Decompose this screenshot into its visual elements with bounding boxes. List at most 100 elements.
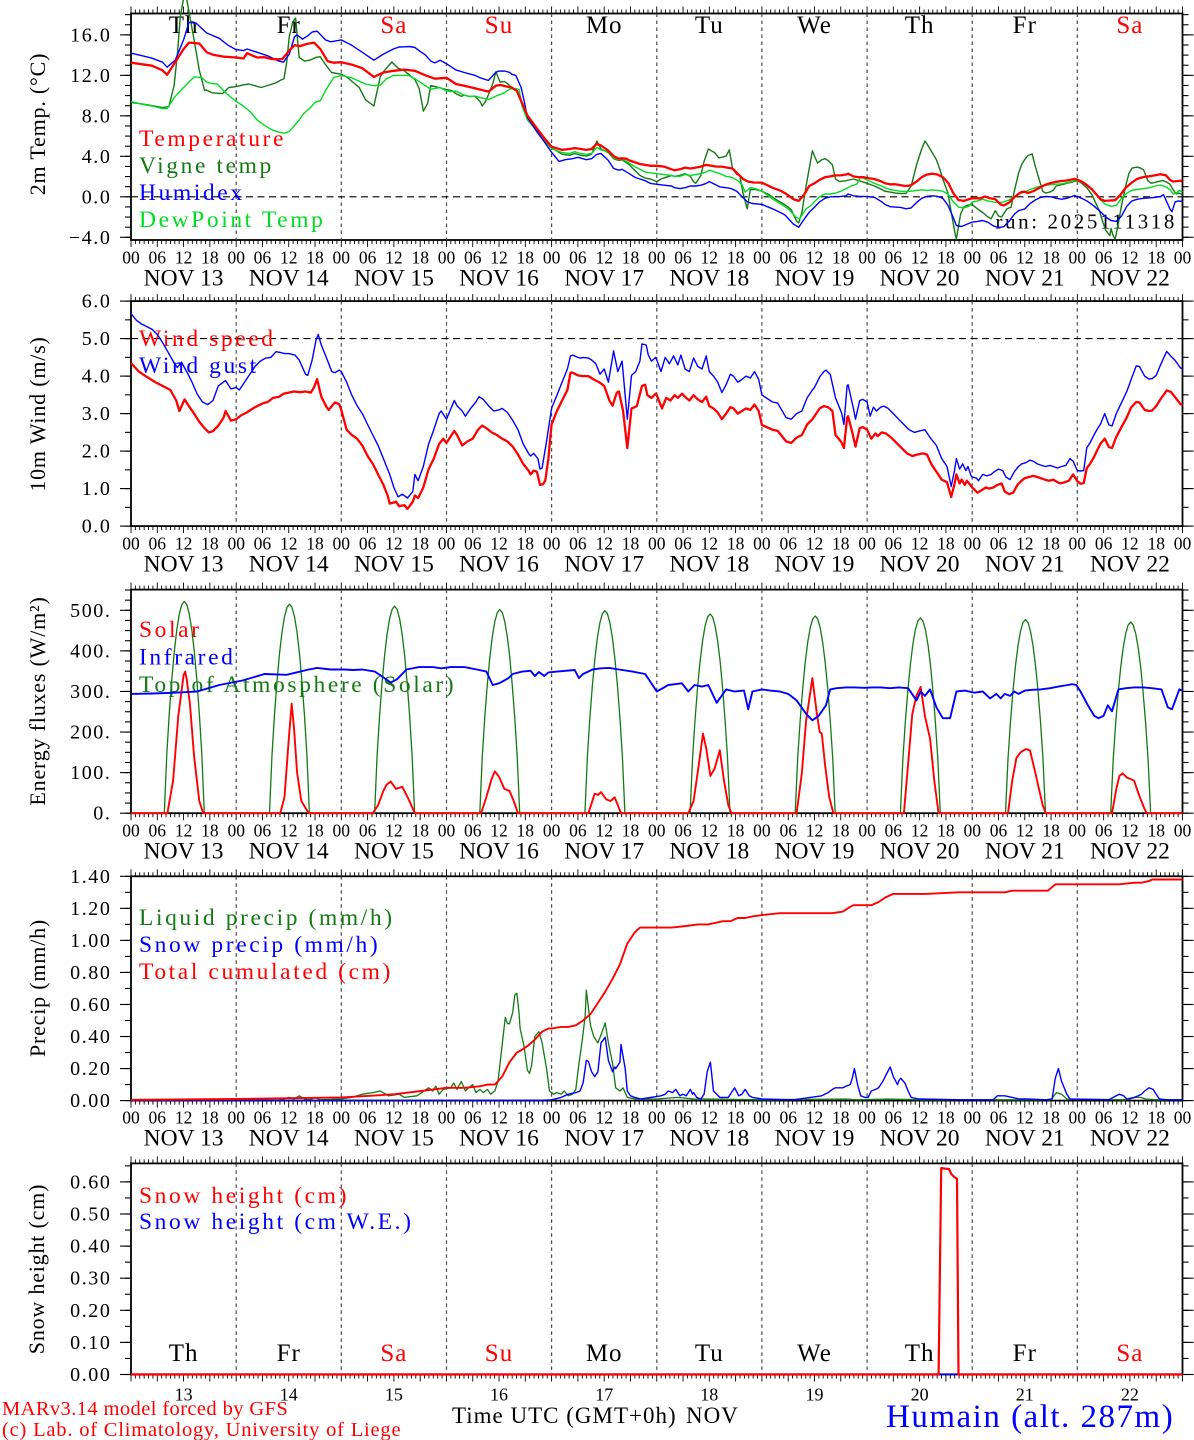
svg-text:NOV 18: NOV 18 (669, 839, 749, 865)
svg-text:00: 00 (122, 1108, 140, 1128)
svg-text:06: 06 (254, 1108, 272, 1128)
svg-text:1.40: 1.40 (70, 866, 111, 888)
svg-text:Temperature: Temperature (139, 126, 286, 152)
svg-text:MARv3.14 model forced by GFS: MARv3.14 model forced by GFS (2, 1398, 288, 1420)
svg-text:400.: 400. (70, 640, 111, 662)
svg-text:06: 06 (779, 248, 797, 268)
svg-text:12: 12 (490, 1108, 508, 1128)
svg-text:00: 00 (648, 1108, 666, 1128)
svg-text:06: 06 (990, 534, 1008, 554)
svg-text:18: 18 (832, 248, 850, 268)
svg-text:12: 12 (701, 248, 719, 268)
svg-text:06: 06 (674, 821, 692, 841)
svg-text:06: 06 (254, 248, 272, 268)
svg-text:0.40: 0.40 (70, 1026, 111, 1048)
svg-text:00: 00 (858, 1108, 876, 1128)
svg-text:00: 00 (858, 248, 876, 268)
svg-text:18: 18 (622, 821, 640, 841)
svg-text:06: 06 (674, 534, 692, 554)
svg-text:Humidex: Humidex (139, 180, 245, 206)
svg-text:2m Temp. (°C): 2m Temp. (°C) (25, 53, 50, 196)
svg-text:NOV 21: NOV 21 (985, 552, 1065, 578)
svg-text:21: 21 (1016, 1385, 1034, 1405)
svg-text:(c) Lab. of Climatology, Unive: (c) Lab. of Climatology, University of L… (2, 1419, 401, 1440)
svg-text:12: 12 (595, 248, 613, 268)
svg-text:Snow height (cm): Snow height (cm) (139, 1183, 349, 1209)
svg-text:12: 12 (175, 821, 193, 841)
svg-text:NOV 16: NOV 16 (459, 552, 539, 578)
svg-text:18: 18 (937, 534, 955, 554)
svg-text:06: 06 (674, 248, 692, 268)
svg-text:18: 18 (727, 1108, 745, 1128)
svg-text:22: 22 (1121, 1385, 1139, 1405)
svg-text:06: 06 (779, 534, 797, 554)
svg-text:NOV 16: NOV 16 (459, 1126, 539, 1152)
svg-text:06: 06 (359, 821, 377, 841)
svg-text:00: 00 (438, 248, 456, 268)
svg-text:00: 00 (333, 248, 351, 268)
svg-text:Th: Th (169, 12, 199, 39)
svg-text:18: 18 (937, 821, 955, 841)
svg-text:12: 12 (1121, 821, 1139, 841)
svg-text:NOV 21: NOV 21 (985, 266, 1065, 292)
svg-text:18: 18 (1042, 534, 1060, 554)
svg-text:NOV 21: NOV 21 (985, 839, 1065, 865)
svg-text:NOV 22: NOV 22 (1090, 1126, 1170, 1152)
svg-text:NOV 14: NOV 14 (249, 266, 329, 292)
svg-text:Mo: Mo (586, 1340, 623, 1367)
svg-text:00: 00 (543, 1108, 561, 1128)
svg-text:12: 12 (701, 534, 719, 554)
svg-text:18: 18 (622, 248, 640, 268)
svg-text:Humain (alt. 287m): Humain (alt. 287m) (886, 1399, 1174, 1435)
svg-text:12: 12 (175, 534, 193, 554)
svg-text:0.20: 0.20 (70, 1058, 111, 1080)
svg-text:NOV 22: NOV 22 (1090, 552, 1170, 578)
svg-text:Th: Th (169, 1340, 199, 1367)
svg-text:12: 12 (1016, 1108, 1034, 1128)
svg-text:18: 18 (1042, 821, 1060, 841)
svg-text:NOV 13: NOV 13 (144, 266, 224, 292)
svg-text:1.00: 1.00 (70, 930, 111, 952)
svg-text:06: 06 (779, 821, 797, 841)
svg-text:18: 18 (727, 248, 745, 268)
svg-text:0.0: 0.0 (82, 516, 112, 538)
svg-text:Sa: Sa (380, 12, 407, 39)
svg-text:16.0: 16.0 (70, 24, 111, 46)
svg-text:18: 18 (306, 534, 324, 554)
svg-text:12: 12 (911, 248, 929, 268)
svg-text:00: 00 (333, 1108, 351, 1128)
svg-text:12: 12 (911, 1108, 929, 1128)
svg-text:00: 00 (963, 1108, 981, 1128)
svg-text:18: 18 (306, 821, 324, 841)
svg-text:NOV 15: NOV 15 (354, 266, 434, 292)
svg-text:Sa: Sa (1116, 12, 1143, 39)
svg-text:00: 00 (1174, 1108, 1192, 1128)
svg-text:5.0: 5.0 (82, 328, 112, 350)
svg-text:12: 12 (595, 534, 613, 554)
svg-text:00: 00 (963, 821, 981, 841)
svg-text:18: 18 (937, 1108, 955, 1128)
svg-text:12.0: 12.0 (70, 65, 111, 87)
svg-text:06: 06 (464, 248, 482, 268)
svg-text:300.: 300. (70, 681, 111, 703)
svg-text:00: 00 (963, 534, 981, 554)
svg-text:12: 12 (1121, 1108, 1139, 1128)
svg-text:NOV 17: NOV 17 (564, 552, 644, 578)
svg-text:12: 12 (701, 1108, 719, 1128)
svg-text:14: 14 (280, 1385, 298, 1405)
svg-text:Tu: Tu (695, 1340, 724, 1367)
svg-text:18: 18 (1147, 821, 1165, 841)
svg-text:12: 12 (806, 534, 824, 554)
svg-text:12: 12 (280, 821, 298, 841)
svg-text:NOV 16: NOV 16 (459, 839, 539, 865)
svg-text:12: 12 (280, 248, 298, 268)
svg-text:18: 18 (306, 248, 324, 268)
svg-text:We: We (797, 12, 832, 39)
svg-text:06: 06 (359, 1108, 377, 1128)
svg-text:Snow precip (mm/h): Snow precip (mm/h) (139, 932, 380, 958)
svg-text:NOV 19: NOV 19 (775, 552, 855, 578)
svg-text:NOV 18: NOV 18 (669, 552, 749, 578)
svg-text:Infrared: Infrared (139, 645, 235, 671)
svg-text:00: 00 (963, 248, 981, 268)
svg-text:18: 18 (1147, 534, 1165, 554)
